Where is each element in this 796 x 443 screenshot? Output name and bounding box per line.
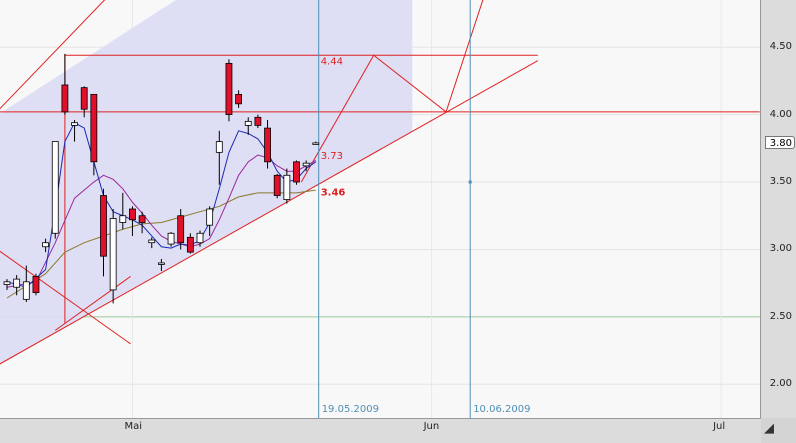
candle-body [71, 122, 78, 126]
candle [196, 230, 204, 247]
y-tick-label: 2.50 [769, 310, 792, 322]
candle-body [129, 208, 136, 221]
candle [215, 130, 223, 185]
candle [129, 206, 136, 236]
candle-body [22, 281, 30, 300]
candlestick-chart: 19.05.2009 10.06.2009 4.44 3.73 3.46 [0, 0, 760, 418]
projection-zigzag [300, 0, 484, 183]
channel-upper-line [0, 0, 106, 110]
candle-body [264, 127, 271, 163]
y-tick-label: 3.00 [769, 243, 792, 255]
candle [32, 273, 40, 296]
candle [100, 188, 107, 277]
candle [71, 120, 78, 142]
x-tick-label: Jul [713, 421, 726, 432]
candles [3, 53, 320, 304]
candle [225, 59, 233, 122]
candle [157, 258, 165, 272]
annotations: 19.05.2009 10.06.2009 4.44 3.73 3.46 [321, 57, 531, 415]
candle [206, 206, 214, 236]
red-cross-diagonal-a [0, 250, 131, 345]
candle [177, 209, 185, 250]
candle-body [196, 232, 204, 244]
candle-body [283, 174, 291, 200]
y-axis: 2.00 2.50 3.00 3.50 4.00 4.50 [761, 0, 796, 418]
candle [90, 93, 98, 176]
candle-body [225, 62, 233, 116]
candle [22, 265, 30, 303]
candle-body [302, 162, 310, 167]
date-line-label: 10.06.2009 [473, 404, 530, 415]
x-tick-label: Mai [124, 421, 142, 432]
candle [312, 141, 320, 145]
trend-lines [0, 0, 760, 418]
candle-body [167, 232, 175, 245]
candle-body [206, 208, 214, 226]
candle-body [32, 276, 40, 293]
candle-body [177, 215, 185, 244]
price-annotation: 3.73 [321, 151, 343, 162]
candle [293, 160, 300, 185]
candle [302, 160, 310, 172]
x-tick-label: Jun [423, 421, 440, 432]
candle [13, 275, 21, 296]
candle [61, 53, 69, 115]
price-annotation: 4.44 [321, 57, 343, 68]
candle-body [61, 84, 69, 113]
candle [138, 211, 146, 234]
candle-body [235, 93, 243, 105]
candle [235, 90, 243, 108]
candle-body [109, 218, 117, 291]
candle [42, 238, 49, 253]
candle-body [293, 161, 300, 183]
candle-body [119, 215, 127, 223]
candle-body [273, 174, 281, 196]
candle-body [157, 262, 165, 265]
red-cross-diagonal-b [54, 276, 131, 331]
candle-body [244, 120, 252, 126]
candle-body [3, 281, 11, 285]
candle-body [42, 242, 49, 248]
candle [51, 141, 59, 239]
ma-long-line [6, 189, 316, 299]
last-price-tag: 3.80 [765, 135, 795, 149]
price-annotation: 3.46 [321, 187, 346, 198]
candle [109, 209, 117, 304]
date-line-marker [468, 180, 472, 184]
y-tick-label: 4.00 [769, 108, 792, 120]
candle [186, 233, 194, 254]
candle-body [312, 142, 320, 145]
candle-body [254, 116, 262, 126]
candle-body [186, 236, 194, 253]
candle-body [80, 87, 88, 110]
x-axis: Mai Jun Jul [0, 419, 761, 443]
candle [80, 86, 88, 118]
candle [119, 192, 127, 230]
candle-body [148, 239, 156, 244]
date-line-label: 19.05.2009 [322, 404, 379, 415]
candle [3, 279, 11, 290]
y-tick-label: 4.50 [769, 41, 792, 53]
plot-area[interactable]: 19.05.2009 10.06.2009 4.44 3.73 3.46 [0, 0, 761, 419]
candle [254, 114, 262, 129]
candle-body [13, 278, 21, 288]
y-tick-label: 3.50 [769, 176, 792, 188]
candle [244, 117, 252, 135]
y-tick-label: 2.00 [769, 378, 792, 390]
candle [167, 231, 175, 247]
candle [283, 168, 291, 204]
candle [264, 120, 271, 169]
candle [148, 237, 156, 249]
candle-body [215, 141, 223, 153]
candle [273, 173, 281, 199]
candle-body [51, 141, 59, 234]
candle-body [90, 93, 98, 163]
candle-body [138, 215, 146, 223]
candle-body [100, 195, 107, 257]
resize-corner-icon[interactable]: ◢ [764, 421, 774, 436]
